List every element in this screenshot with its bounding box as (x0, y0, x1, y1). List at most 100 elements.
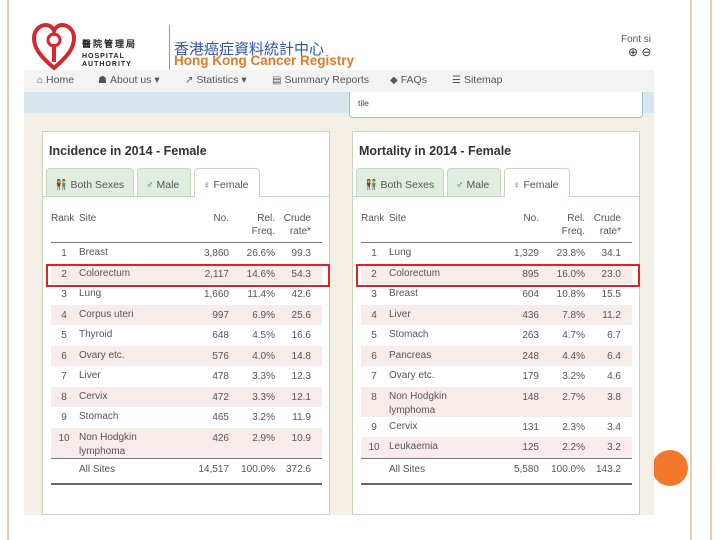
count-cell: 426 (212, 432, 229, 444)
slide-border-right (690, 0, 692, 540)
site-cell: Non Hodgkin lymphoma (79, 431, 169, 459)
tab-female[interactable]: ♀ Female (504, 168, 570, 197)
rank-cell: 6 (61, 350, 67, 362)
site-cell: Lung (389, 247, 412, 258)
incidence-table: Rank Site No. Rel. Freq. Crude rate* 1 Br… (46, 208, 330, 485)
rank-cell: 1 (61, 248, 67, 259)
zoom-controls: ⊕ ⊖ (628, 45, 651, 59)
relative-frequency-cell: 4.7% (562, 330, 585, 341)
count-cell: 125 (522, 442, 539, 453)
zoom-out-icon[interactable]: ⊖ (641, 45, 652, 59)
nav-faqs[interactable]: ◆ FAQs (390, 74, 427, 86)
relative-frequency-cell: 3.2% (252, 412, 275, 423)
site-cell: Colorectum (79, 267, 131, 279)
count-cell: 1,329 (513, 248, 539, 259)
table-row: 6 Pancreas 248 4.4% 6.4 (361, 345, 632, 366)
site-cell: Cervix (79, 390, 108, 402)
rank-cell: 10 (58, 432, 70, 444)
count-cell: 472 (212, 391, 229, 403)
crude-rate-cell: 25.6 (291, 309, 311, 321)
count-cell: 148 (522, 391, 539, 403)
main-nav: ⌂ Home ☗ About us ▾ ↗ Statistics ▾ ▤ Summary… (24, 70, 654, 92)
table-row: 3 Breast 604 10.8% 15.5 (361, 284, 632, 305)
site-cell: Breast (389, 288, 418, 299)
tab-female[interactable]: ♀ Female (194, 168, 260, 197)
site-cell: Thyroid (79, 329, 113, 340)
hospital-authority-logo (32, 22, 76, 71)
tab-male[interactable]: ♂ Male (137, 168, 191, 196)
ha-english-name: HOSPITAL AUTHORITY (82, 53, 132, 68)
count-cell: 263 (522, 330, 539, 341)
table-row: 5 Stomach 263 4.7% 6.7 (361, 325, 632, 346)
tab-male[interactable]: ♂ Male (447, 168, 501, 196)
crude-rate-cell: 4.6 (607, 371, 621, 382)
tab-both-sexes[interactable]: 👫 Both Sexes (356, 168, 444, 196)
count-cell: 14,517 (198, 463, 229, 475)
site-name-line2: lymphoma (79, 445, 126, 457)
crude-rate-cell: 23.0 (601, 268, 621, 280)
table-row: 3 Lung 1,660 11.4% 42.6 (51, 284, 322, 305)
users-icon: ☗ (98, 75, 107, 86)
nav-home[interactable]: ⌂ Home (37, 74, 75, 86)
browser-screenshot: 醫院管理局 HOSPITAL AUTHORITY 香港癌症資料統計中心 Hong… (24, 18, 654, 515)
relative-frequency-cell: 3.2% (562, 371, 585, 382)
site-cell: All Sites (389, 463, 426, 475)
table-bottom-rule (51, 482, 322, 485)
dropdown-menu-fragment[interactable]: tile (349, 92, 643, 118)
rank-cell: 2 (61, 268, 67, 280)
table-row: 7 Ovary etc. 179 3.2% 4.6 (361, 366, 632, 387)
table-body: 1 Breast 3,860 26.6% 99.3 2 Colorectum 2,117 14.… (46, 243, 330, 485)
crude-rate-cell: 99.3 (291, 248, 311, 259)
male-icon: ♂ (456, 180, 464, 191)
site-cell: Corpus uteri (79, 308, 134, 320)
zoom-in-icon[interactable]: ⊕ (628, 45, 639, 59)
rank-cell: 5 (61, 330, 67, 341)
site-cell: Colorectum (389, 267, 441, 279)
table-row: 7 Liver 478 3.3% 12.3 (51, 366, 322, 387)
relative-frequency-cell: 100.0% (551, 463, 585, 475)
rank-cell: 8 (61, 391, 67, 403)
highlight-box (46, 263, 330, 287)
table-row: 4 Liver 436 7.8% 11.2 (361, 304, 632, 325)
rank-cell: 4 (371, 309, 377, 321)
crude-rate-cell: 54.3 (291, 268, 311, 280)
home-icon: ⌂ (37, 75, 44, 86)
tab-both-sexes[interactable]: 👫 Both Sexes (46, 168, 134, 196)
sitemap-icon: ☰ (452, 75, 461, 86)
table-header: Rank Site No. Rel. Freq. Crude rate* (361, 208, 632, 243)
relative-frequency-cell: 100.0% (241, 463, 275, 475)
slide-accent-circle (652, 450, 688, 486)
incidence-title: Incidence in 2014 - Female (49, 144, 207, 158)
site-cell: Breast (79, 247, 108, 258)
site-name-line1: Non Hodgkin (79, 431, 137, 443)
crude-rate-cell: 14.8 (291, 350, 311, 362)
mortality-title: Mortality in 2014 - Female (359, 144, 512, 158)
crude-rate-cell: 6.4 (607, 350, 621, 362)
nav-about-us[interactable]: ☗ About us ▾ (98, 74, 160, 86)
relative-frequency-cell: 4.5% (252, 330, 275, 341)
site-cell: Non Hodgkin lymphoma (389, 390, 479, 418)
site-cell: Pancreas (389, 349, 432, 361)
rank-cell: 10 (368, 442, 380, 453)
relative-frequency-cell: 10.8% (556, 289, 585, 300)
count-cell: 2,117 (204, 268, 229, 280)
count-cell: 478 (212, 371, 229, 382)
site-cell: Leukaemia (389, 441, 438, 452)
relative-frequency-cell: 4.0% (252, 350, 275, 362)
crude-rate-cell: 15.5 (601, 289, 621, 300)
count-cell: 436 (522, 309, 539, 321)
table-row: 10 Non Hodgkin lymphoma 426 2.9% 10.9 (51, 427, 322, 459)
nav-statistics[interactable]: ↗ Statistics ▾ (185, 74, 247, 86)
mortality-tabs: 👫 Both Sexes ♂ Male ♀ Female (353, 165, 639, 197)
total-row: All Sites 5,580 100.0% 143.2 (361, 457, 632, 485)
crude-rate-cell: 11.2 (602, 309, 621, 321)
nav-summary-reports[interactable]: ▤ Summary Reports (272, 74, 370, 86)
relative-frequency-cell: 2.2% (562, 442, 585, 453)
nav-sitemap[interactable]: ☰ Sitemap (452, 74, 503, 86)
registry-english-title[interactable]: Hong Kong Cancer Registry (174, 53, 355, 68)
table-row: 2 Colorectum 895 16.0% 23.0 (356, 263, 640, 287)
mortality-table: Rank Site No. Rel. Freq. Crude rate* 1 Lu… (356, 208, 640, 485)
crude-rate-cell: 12.1 (291, 391, 311, 403)
relative-frequency-cell: 16.0% (556, 268, 585, 280)
couple-icon: 👫 (55, 180, 68, 191)
